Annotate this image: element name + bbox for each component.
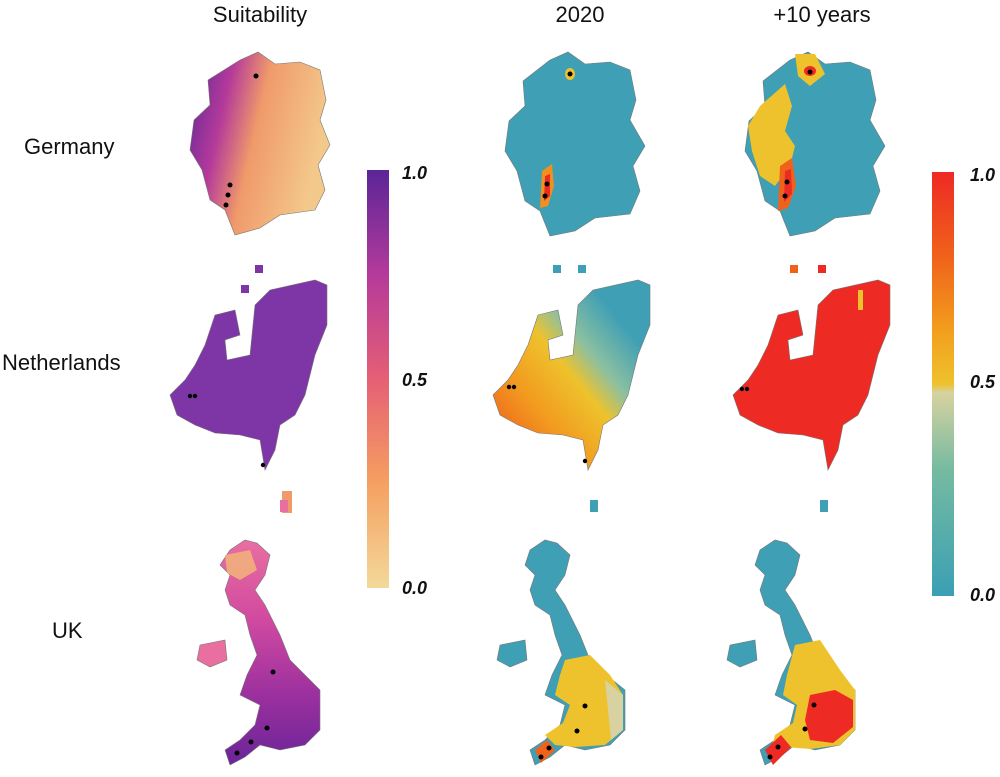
probability-tick-min: 0.0 [970,585,996,605]
site-marker [511,384,517,390]
site-marker [506,384,512,390]
site-marker [260,462,266,468]
hotspot [805,690,853,743]
site-marker [264,725,270,731]
map-netherlands-suitability [169,265,328,513]
site-marker [234,750,240,756]
netherlands-shape [732,279,891,471]
site-marker [567,71,573,77]
suitable-area [748,84,795,186]
suitable-area [545,655,623,747]
map-germany-2020 [504,51,646,237]
site-marker [270,669,276,675]
map-germany-plus10 [744,51,886,237]
site-marker [253,73,259,79]
site-marker [192,393,198,399]
site-marker [811,702,817,708]
row-label-uk: UK [52,618,83,643]
suitability-tick-min: 0.0 [402,578,428,598]
site-marker [782,193,788,199]
column-title-plus10: +10 years [773,2,871,27]
map-uk-2020 [496,500,626,766]
site-marker [538,754,544,760]
map-germany-suitability [189,51,331,236]
site-marker [807,69,813,75]
site-marker [187,393,193,399]
probability-tick-mid: 0.5 [970,372,996,392]
site-marker [225,192,231,198]
site-marker [227,182,233,188]
site-marker [248,739,254,745]
site-marker [802,726,808,732]
germany-shape [189,51,331,236]
site-marker [574,728,580,734]
site-marker [546,745,552,751]
map-netherlands-2020 [492,265,651,471]
germany-shape [504,51,646,237]
map-uk-suitability [196,500,321,766]
site-marker [582,458,588,464]
netherlands-shape [492,279,651,471]
site-marker [544,181,550,187]
site-marker [744,386,750,392]
ireland-shape [726,639,758,668]
site-marker [223,202,229,208]
site-marker [582,703,588,709]
uk-shape [219,539,321,766]
site-marker [767,754,773,760]
probability-tick-max: 1.0 [970,165,996,185]
site-marker [739,386,745,392]
column-title-suitability: Suitability [212,2,308,27]
map-uk-plus10 [726,500,856,766]
map-netherlands-plus10 [732,265,891,471]
netherlands-shape [169,279,328,471]
ireland-shape [196,639,228,668]
suitability-tick-mid: 0.5 [402,370,428,390]
suitability-colorbar [367,170,389,588]
ireland-shape [496,639,528,668]
site-marker [775,744,781,750]
suitability-tick-max: 1.0 [402,163,428,183]
row-label-germany: Germany [24,134,115,159]
column-title-2020: 2020 [555,2,605,27]
site-marker [542,193,548,199]
probability-colorbar [932,172,954,596]
site-marker [784,179,790,185]
row-label-netherlands: Netherlands [2,350,121,375]
